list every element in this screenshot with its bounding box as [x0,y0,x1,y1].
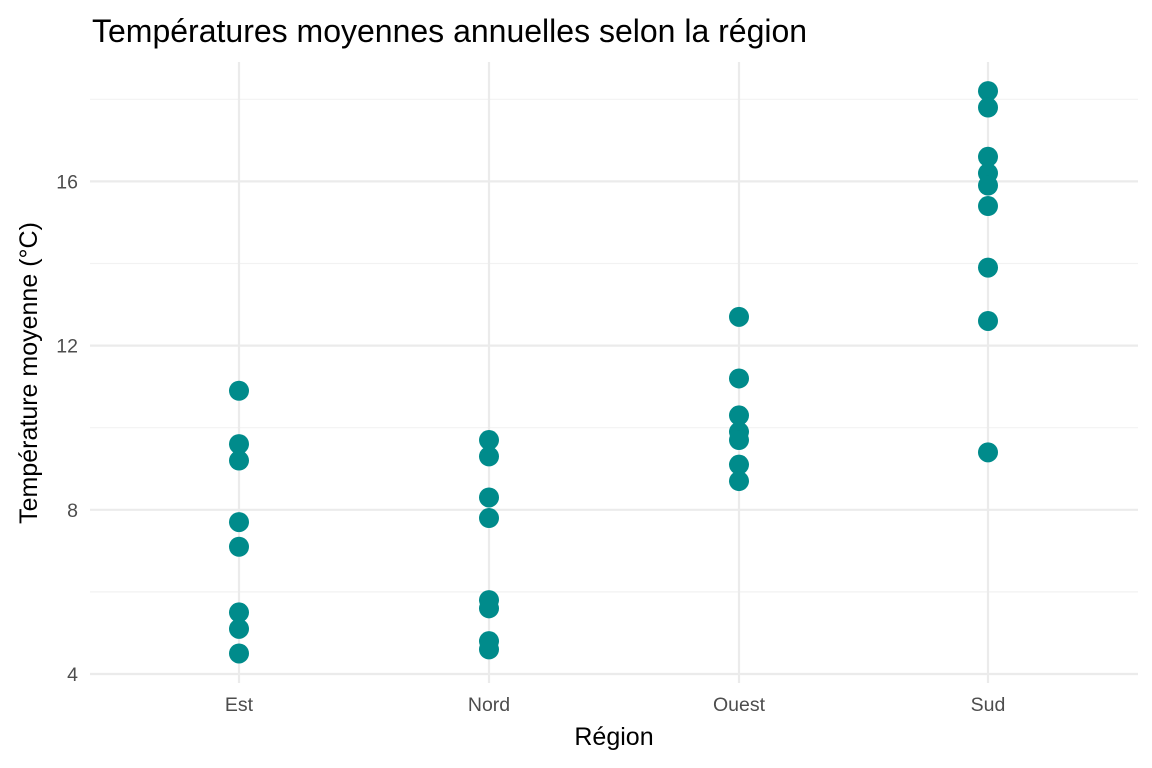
y-axis-ticks: 4 8 12 16 [56,171,78,686]
x-tick-label: Sud [971,694,1006,716]
x-axis-ticks: Est Nord Ouest Sud [225,694,1005,716]
data-point [729,430,749,451]
data-point [229,536,249,557]
chart-title: Températures moyennes annuelles selon la… [92,13,807,49]
data-point [978,97,998,118]
data-point [479,487,499,508]
data-point [978,175,998,196]
data-point [479,598,499,619]
data-points [229,81,998,664]
y-tick-label: 4 [67,664,78,686]
data-point [479,508,499,529]
data-point [978,442,998,463]
data-point [229,602,249,623]
data-point [978,81,998,102]
data-point [729,405,749,426]
data-point [729,368,749,389]
y-tick-label: 8 [67,500,78,522]
x-tick-label: Ouest [713,694,766,716]
data-point [978,196,998,217]
data-point [978,146,998,167]
data-point [479,446,499,467]
data-point [978,257,998,278]
data-point [229,380,249,401]
data-point [729,306,749,327]
data-point [229,434,249,455]
y-tick-label: 12 [56,336,78,358]
y-tick-label: 16 [56,171,78,193]
x-tick-label: Est [225,694,254,716]
y-axis-title: Température moyenne (°C) [15,222,43,524]
data-point [229,618,249,639]
data-point [729,471,749,492]
data-point [729,454,749,475]
data-point [229,512,249,533]
data-point [229,450,249,471]
data-point [978,310,998,331]
data-point [479,430,499,451]
data-point [479,639,499,660]
data-point [229,643,249,664]
x-axis-title: Région [574,723,653,751]
x-tick-label: Nord [468,694,510,716]
